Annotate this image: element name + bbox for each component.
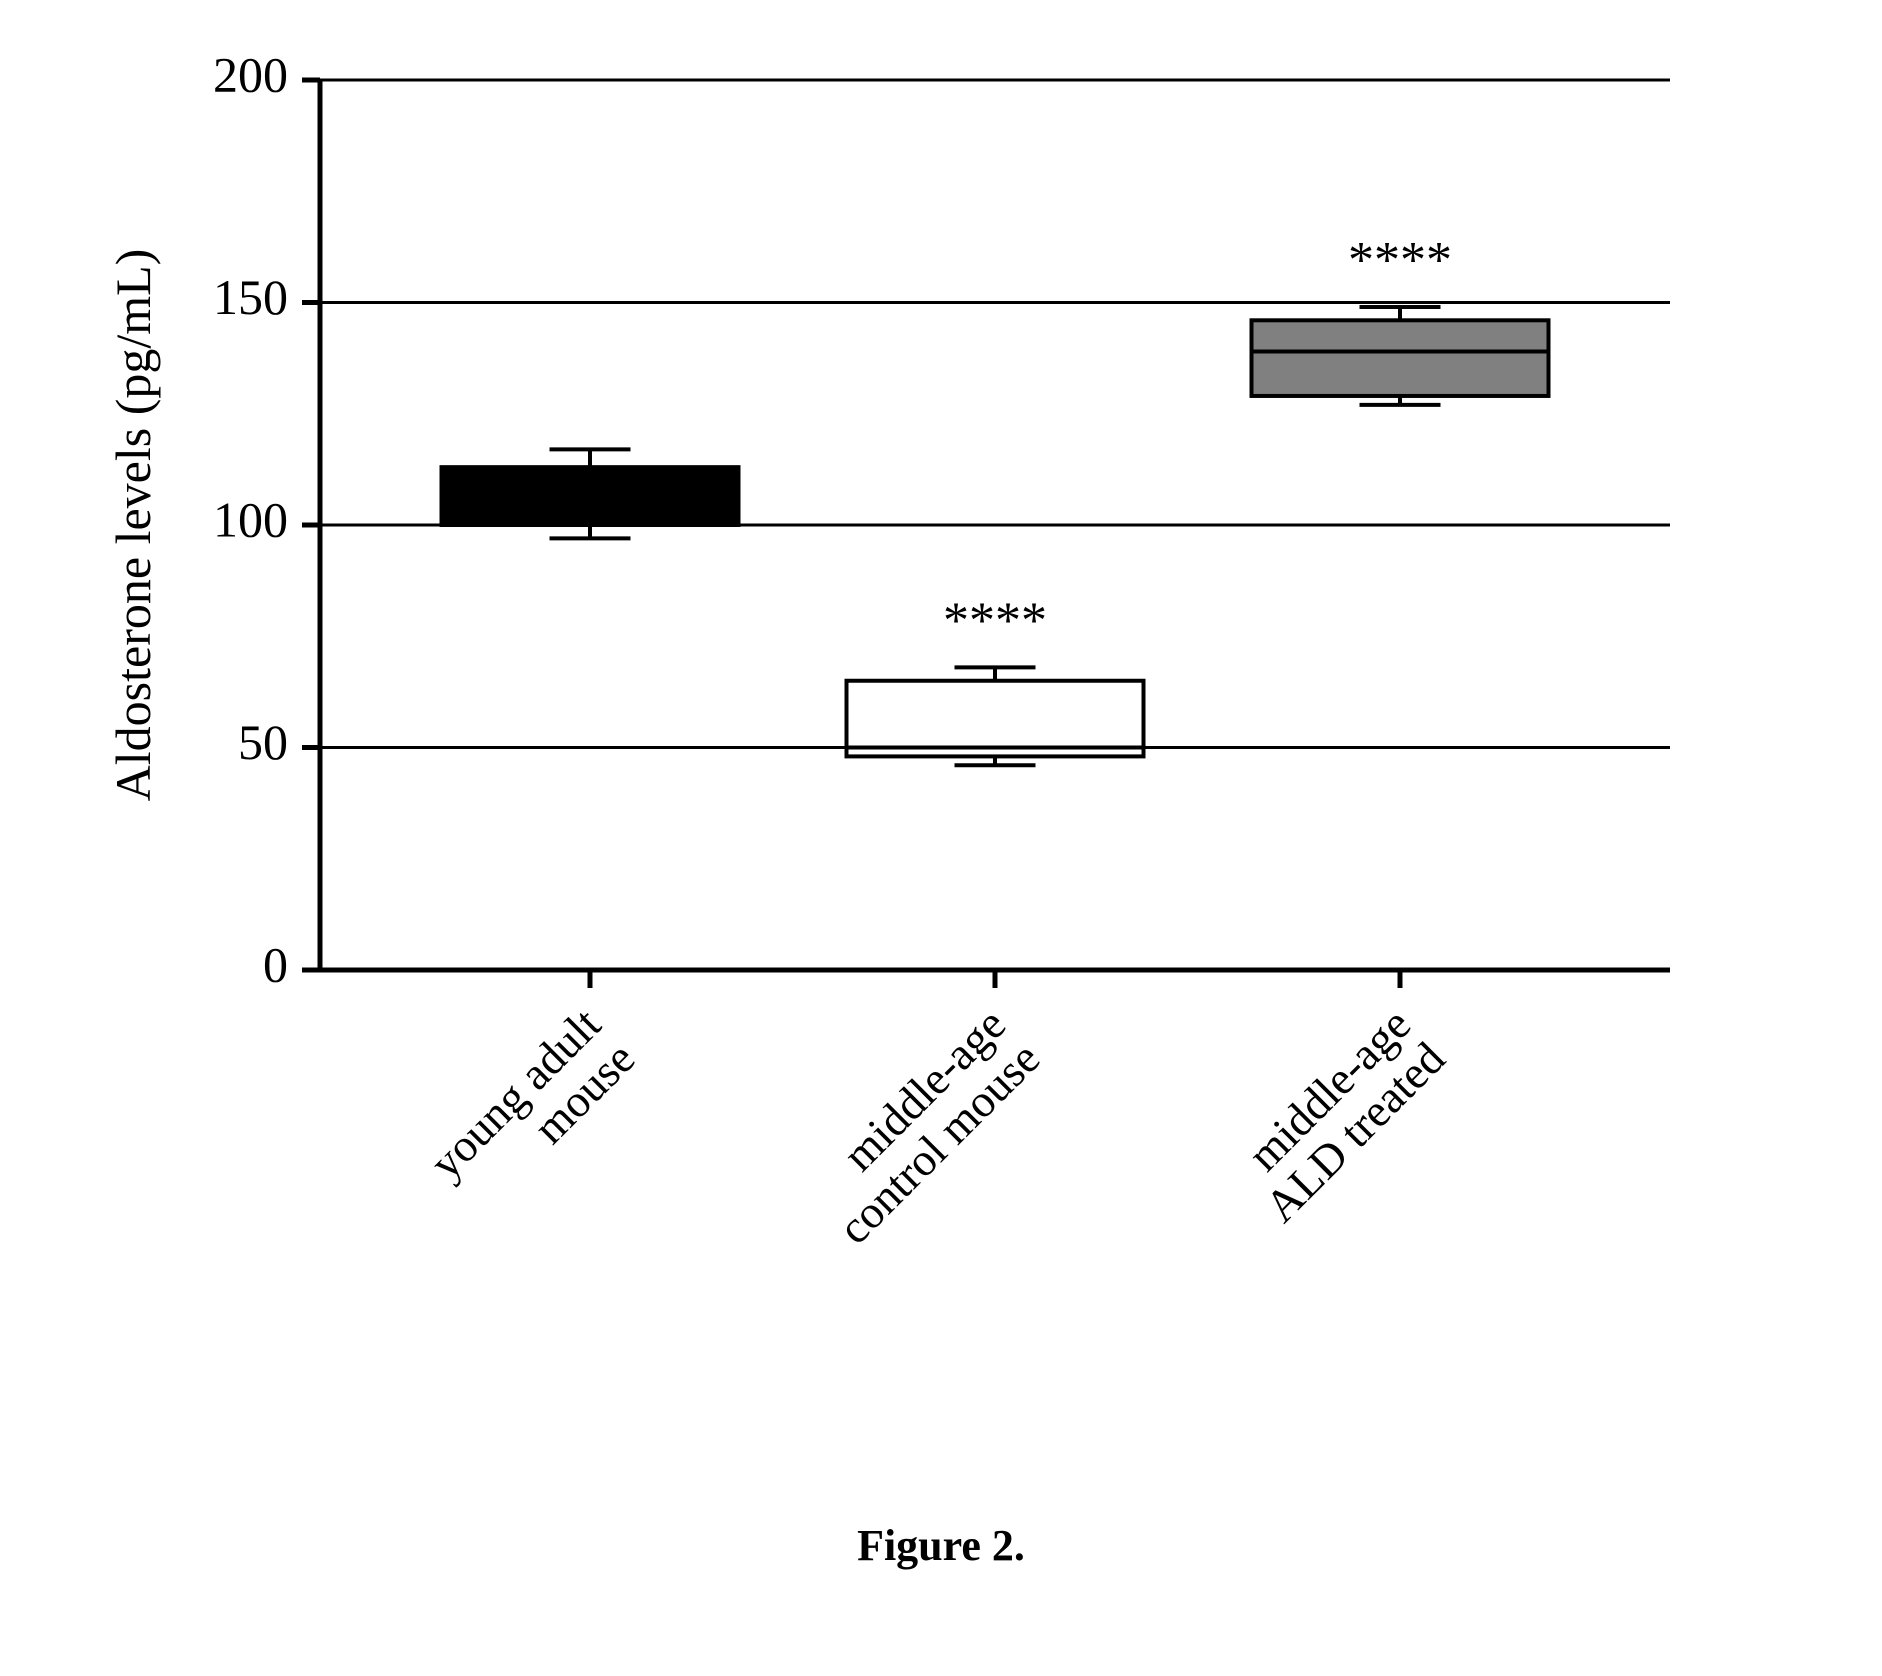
y-tick-label: 0 xyxy=(263,936,288,992)
y-tick-label: 100 xyxy=(213,491,288,547)
y-tick-label: 200 xyxy=(213,46,288,102)
box xyxy=(847,681,1144,757)
significance-marker: **** xyxy=(943,592,1047,649)
box xyxy=(1252,320,1549,396)
page-root: ********050100150200young adultmousemidd… xyxy=(0,0,1882,1676)
boxplot-chart: ********050100150200young adultmousemidd… xyxy=(0,0,1882,1676)
y-axis-label: Aldosterone levels (pg/mL) xyxy=(105,249,161,802)
y-tick-label: 150 xyxy=(213,269,288,325)
figure-caption: Figure 2. xyxy=(857,1521,1025,1570)
significance-marker: **** xyxy=(1348,232,1452,289)
box xyxy=(442,467,739,525)
y-tick-label: 50 xyxy=(238,714,288,770)
chart-bg xyxy=(0,0,1882,1676)
